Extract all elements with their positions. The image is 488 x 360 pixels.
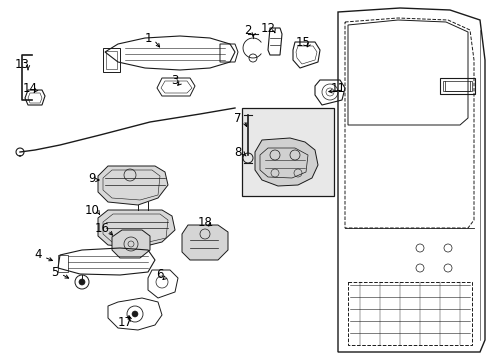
Text: 2: 2: [244, 23, 251, 36]
Polygon shape: [112, 230, 150, 258]
Text: 9: 9: [88, 171, 96, 184]
Text: 1: 1: [144, 31, 151, 45]
Polygon shape: [182, 225, 227, 260]
Text: 17: 17: [117, 315, 132, 328]
Text: 12: 12: [260, 22, 275, 35]
Text: 10: 10: [84, 203, 99, 216]
Text: 4: 4: [34, 248, 41, 261]
Text: 13: 13: [15, 58, 29, 72]
Polygon shape: [98, 166, 168, 205]
Text: 15: 15: [295, 36, 310, 49]
Text: 7: 7: [234, 112, 241, 125]
Polygon shape: [254, 138, 317, 186]
Circle shape: [132, 311, 138, 317]
FancyBboxPatch shape: [242, 108, 333, 196]
Text: 14: 14: [22, 81, 38, 94]
Text: 3: 3: [171, 73, 178, 86]
Text: 5: 5: [51, 266, 59, 279]
Text: 16: 16: [94, 221, 109, 234]
Polygon shape: [98, 210, 175, 248]
Text: 8: 8: [234, 145, 241, 158]
Circle shape: [79, 279, 85, 285]
Text: 6: 6: [156, 269, 163, 282]
Text: 18: 18: [197, 216, 212, 229]
Text: 11: 11: [330, 81, 345, 94]
